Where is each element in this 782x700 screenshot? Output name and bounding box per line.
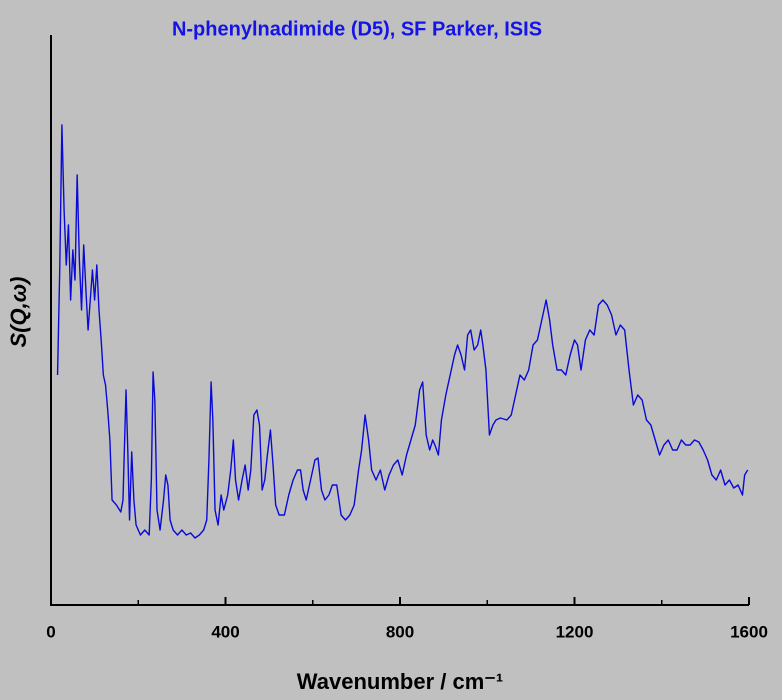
x-axis-label: Wavenumber / cm⁻¹ [297, 669, 503, 694]
x-tick-label: 1200 [556, 622, 594, 641]
chart-title: N-phenylnadimide (D5), SF Parker, ISIS [172, 18, 542, 40]
spectrum-line [56, 124, 749, 539]
x-tick-label: 1600 [730, 622, 768, 641]
y-axis-label: S(Q,ω) [6, 277, 31, 348]
x-tick-label: 400 [211, 622, 239, 641]
x-tick-label: 0 [46, 622, 55, 641]
x-tick-label: 800 [386, 622, 414, 641]
